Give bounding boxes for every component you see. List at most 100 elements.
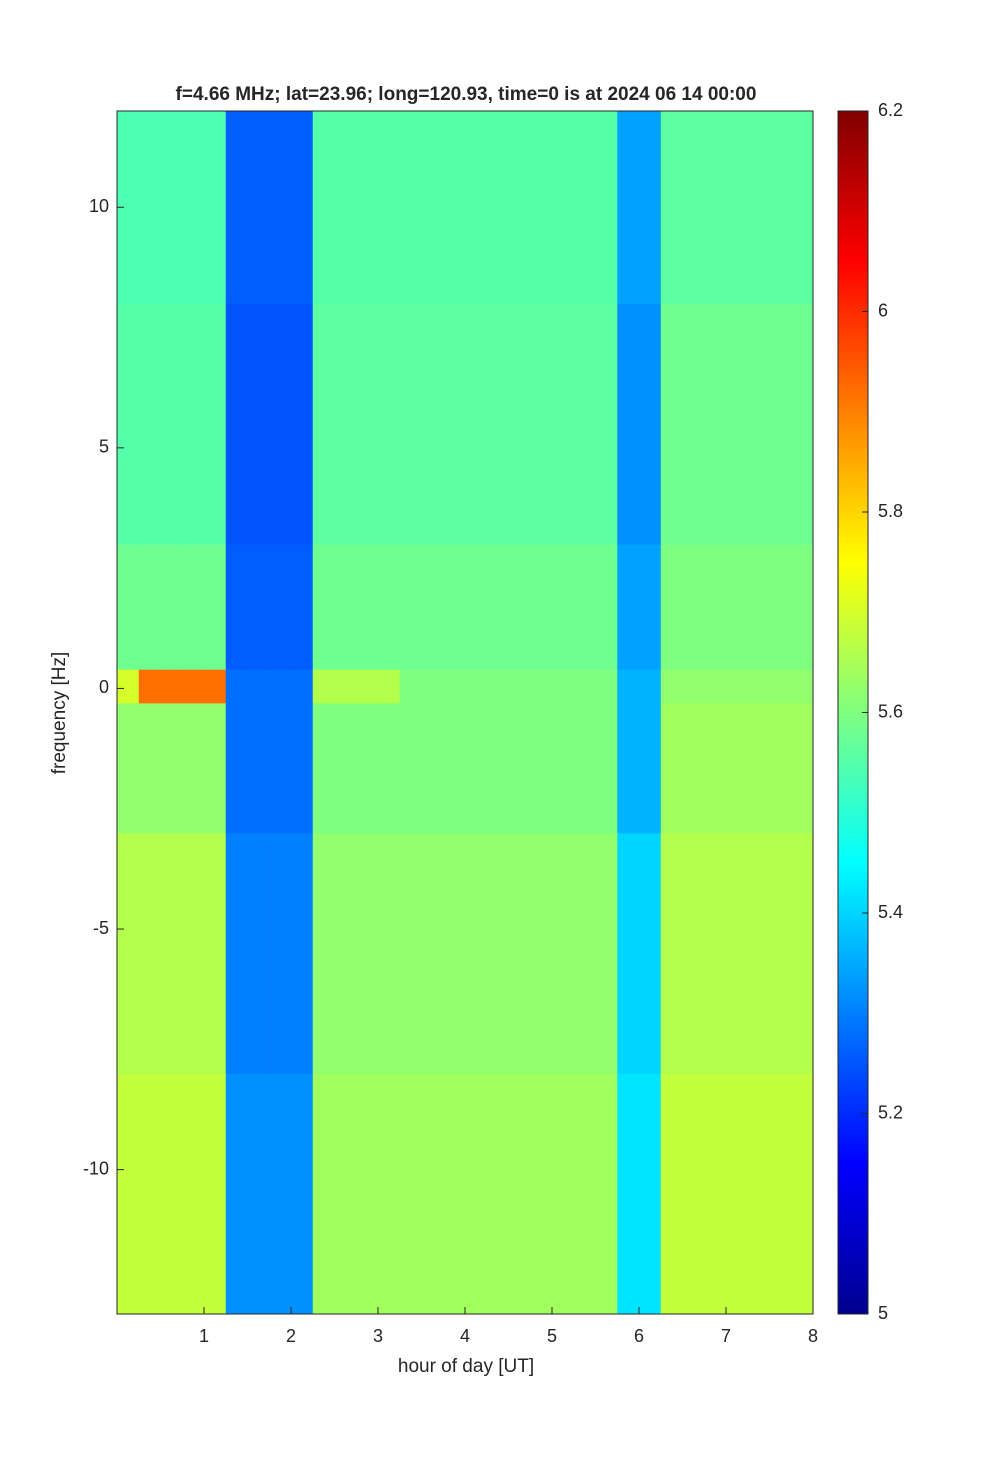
heatmap-cell	[378, 303, 401, 545]
heatmap-cell	[747, 1073, 770, 1315]
heatmap-cell	[595, 303, 618, 545]
heatmap-cell	[247, 111, 270, 304]
heatmap-cell	[530, 1073, 553, 1315]
heatmap-cell	[465, 111, 488, 304]
heatmap-cell	[421, 702, 444, 834]
heatmap-cell	[312, 1073, 335, 1315]
heatmap-cell	[704, 1073, 727, 1315]
heatmap-cell	[465, 669, 488, 704]
heatmap-cell	[639, 702, 662, 834]
heatmap-cell	[269, 111, 292, 304]
heatmap-cell	[247, 702, 270, 834]
heatmap-cell	[704, 303, 727, 545]
heatmap-cell	[660, 1073, 683, 1315]
heatmap-cell	[138, 303, 161, 545]
heatmap-cell	[291, 669, 314, 704]
heatmap-cell	[247, 1073, 270, 1315]
x-tick-label: 7	[721, 1326, 731, 1346]
heatmap-cell	[573, 303, 596, 545]
y-axis-label: frequency [Hz]	[49, 652, 70, 775]
heatmap-cell	[682, 111, 705, 304]
heatmap-cell	[639, 111, 662, 304]
heatmap-cell	[595, 1073, 618, 1315]
y-tick-label: -10	[83, 1158, 109, 1178]
heatmap-cell	[356, 1073, 379, 1315]
heatmap-cell	[704, 111, 727, 304]
heatmap-cell	[117, 702, 140, 834]
heatmap-cell	[291, 832, 314, 1074]
x-tick-label: 3	[373, 1326, 383, 1346]
x-tick-label: 1	[199, 1326, 209, 1346]
heatmap	[117, 111, 814, 1315]
heatmap-cell	[617, 1073, 640, 1315]
heatmap-cell	[334, 702, 357, 834]
heatmap-cell	[312, 669, 335, 704]
heatmap-cell	[660, 702, 683, 834]
heatmap-cell	[182, 669, 205, 704]
heatmap-cell	[726, 832, 749, 1074]
y-tick-label: 0	[99, 677, 109, 697]
heatmap-cell	[486, 702, 509, 834]
heatmap-cell	[660, 832, 683, 1074]
heatmap-cell	[443, 669, 466, 704]
heatmap-cell	[747, 669, 770, 704]
heatmap-cell	[269, 544, 292, 670]
heatmap-cell	[356, 544, 379, 670]
heatmap-cell	[791, 832, 814, 1074]
heatmap-cell	[530, 832, 553, 1074]
heatmap-cell	[617, 544, 640, 670]
heatmap-cell	[182, 832, 205, 1074]
heatmap-cell	[682, 702, 705, 834]
heatmap-cell	[334, 832, 357, 1074]
heatmap-cell	[117, 544, 140, 670]
heatmap-cell	[356, 111, 379, 304]
heatmap-cell	[486, 111, 509, 304]
x-tick-label: 8	[808, 1326, 818, 1346]
heatmap-cell	[204, 303, 227, 545]
heatmap-cell	[617, 702, 640, 834]
heatmap-cell	[204, 111, 227, 304]
heatmap-cell	[791, 1073, 814, 1315]
heatmap-cell	[356, 702, 379, 834]
heatmap-cell	[160, 832, 183, 1074]
heatmap-cell	[160, 1073, 183, 1315]
heatmap-cell	[225, 544, 248, 670]
heatmap-cell	[204, 832, 227, 1074]
heatmap-cell	[443, 544, 466, 670]
heatmap-cell	[465, 303, 488, 545]
heatmap-cell	[269, 832, 292, 1074]
heatmap-cell	[182, 702, 205, 834]
heatmap-cell	[486, 669, 509, 704]
heatmap-cell	[639, 832, 662, 1074]
heatmap-cell	[421, 303, 444, 545]
heatmap-cell	[639, 303, 662, 545]
heatmap-cell	[399, 702, 422, 834]
heatmap-cell	[399, 111, 422, 304]
heatmap-cell	[399, 669, 422, 704]
heatmap-cell	[704, 544, 727, 670]
heatmap-cell	[204, 544, 227, 670]
chart-title: f=4.66 MHz; lat=23.96; long=120.93, time…	[176, 84, 757, 105]
heatmap-cell	[312, 111, 335, 304]
heatmap-cell	[639, 544, 662, 670]
heatmap-cell	[334, 111, 357, 304]
heatmap-cell	[465, 1073, 488, 1315]
heatmap-cell	[117, 832, 140, 1074]
heatmap-cell	[204, 669, 227, 704]
heatmap-cell	[530, 669, 553, 704]
heatmap-cell	[443, 303, 466, 545]
heatmap-cell	[552, 669, 575, 704]
heatmap-cell	[769, 544, 792, 670]
heatmap-cell	[465, 832, 488, 1074]
heatmap-cell	[508, 303, 531, 545]
heatmap-cell	[769, 111, 792, 304]
heatmap-cell	[399, 303, 422, 545]
heatmap-cell	[117, 303, 140, 545]
colorbar-tick-label: 5	[878, 1303, 888, 1323]
heatmap-cell	[225, 111, 248, 304]
heatmap-cell	[399, 544, 422, 670]
heatmap-cell	[595, 669, 618, 704]
heatmap-cell	[791, 111, 814, 304]
heatmap-cell	[726, 702, 749, 834]
heatmap-cell	[312, 832, 335, 1074]
